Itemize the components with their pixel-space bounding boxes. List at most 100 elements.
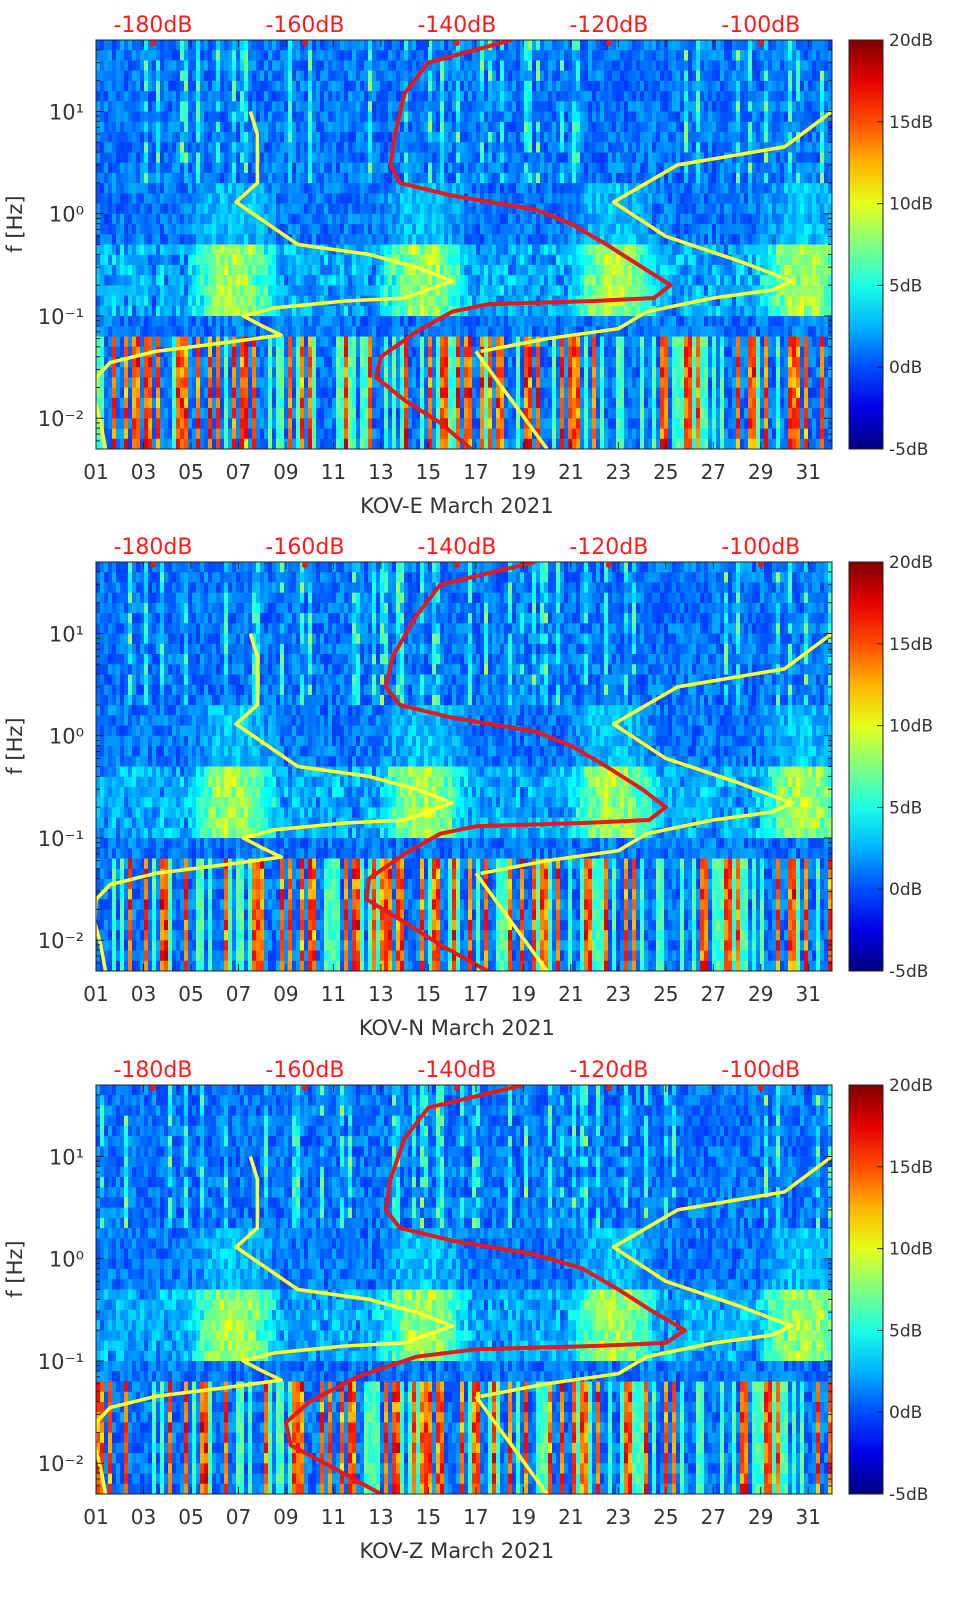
spectrogram-cell xyxy=(224,80,229,92)
spectrogram-cell xyxy=(292,254,297,266)
spectrogram-cell xyxy=(332,224,337,235)
spectrogram-cell xyxy=(328,254,333,266)
spectrogram-cell xyxy=(328,111,333,123)
spectrogram-cell xyxy=(216,152,221,164)
spectrogram-cell xyxy=(376,162,381,174)
spectrogram-cell xyxy=(472,336,477,348)
spectrogram-cell xyxy=(220,254,225,266)
spectrogram-cell xyxy=(372,152,377,164)
spectrogram-cell xyxy=(280,346,285,358)
spectrogram-cell xyxy=(348,234,353,246)
spectrogram-cell xyxy=(584,111,589,123)
spectrogram-cell xyxy=(416,101,421,113)
spectrogram-cell xyxy=(160,60,165,72)
spectrogram-cell xyxy=(408,295,413,307)
spectrogram-cell xyxy=(576,193,581,205)
spectrogram-cell xyxy=(184,356,189,368)
spectrogram-cell xyxy=(316,428,321,440)
spectrogram-cell xyxy=(456,336,461,348)
spectrogram-cell xyxy=(516,244,521,256)
spectrogram-cell xyxy=(264,254,269,266)
spectrogram-cell xyxy=(144,377,149,389)
spectrogram-cell xyxy=(404,132,409,143)
spectrogram-cell xyxy=(556,264,561,276)
spectrogram-cell xyxy=(468,418,473,430)
spectrogram-cell xyxy=(384,172,389,184)
spectrogram-cell xyxy=(144,142,149,154)
spectrogram-cell xyxy=(472,162,477,174)
spectrogram-cell xyxy=(456,234,461,246)
spectrogram-cell xyxy=(176,356,181,368)
spectrogram-cell xyxy=(380,408,385,419)
spectrogram-cell xyxy=(428,305,433,317)
spectrogram-cell xyxy=(348,428,353,440)
spectrogram-cell xyxy=(140,224,145,235)
spectrogram-cell xyxy=(416,60,421,72)
spectrogram-cell xyxy=(140,305,145,317)
spectrogram-cell xyxy=(500,254,505,266)
spectrogram-cell xyxy=(464,142,469,154)
spectrogram-cell xyxy=(448,397,453,409)
spectrogram-cell xyxy=(132,101,137,113)
spectrogram-cell xyxy=(156,121,161,133)
spectrogram-cell xyxy=(524,142,529,154)
spectrogram-cell xyxy=(560,111,565,123)
spectrogram-cell xyxy=(300,50,305,62)
spectrogram-cell xyxy=(188,172,193,184)
spectrogram-cell xyxy=(536,50,541,62)
spectrogram-cell xyxy=(268,408,273,419)
spectrogram-cell xyxy=(576,305,581,317)
spectrogram-cell xyxy=(560,132,565,143)
spectrogram-cell xyxy=(244,326,249,338)
spectrogram-cell xyxy=(444,183,449,194)
spectrogram-cell xyxy=(256,264,261,276)
spectrogram-cell xyxy=(492,397,497,409)
spectrogram-cell xyxy=(232,234,237,246)
spectrogram-cell xyxy=(136,428,141,440)
spectrogram-cell xyxy=(412,316,417,327)
spectrogram-cell xyxy=(252,183,257,194)
spectrogram-cell xyxy=(560,142,565,154)
spectrogram-cell xyxy=(572,224,577,235)
spectrogram-cell xyxy=(436,172,441,184)
spectrogram-cell xyxy=(96,275,101,286)
spectrogram-cell xyxy=(404,316,409,327)
spectrogram-cell xyxy=(200,305,205,317)
spectrogram-cell xyxy=(240,40,245,51)
spectrogram-cell xyxy=(220,213,225,225)
spectrogram-cell xyxy=(500,234,505,246)
spectrogram-cell xyxy=(532,367,537,379)
spectrogram-cell xyxy=(416,336,421,348)
spectrogram-cell xyxy=(476,162,481,174)
spectrogram-cell xyxy=(480,111,485,123)
spectrogram-cell xyxy=(156,213,161,225)
spectrogram-cell xyxy=(564,418,569,430)
spectrogram-cell xyxy=(424,213,429,225)
spectrogram-cell xyxy=(208,418,213,430)
spectrogram-cell xyxy=(588,397,593,409)
spectrogram-cell xyxy=(420,387,425,399)
spectrogram-cell xyxy=(552,101,557,113)
spectrogram-cell xyxy=(180,397,185,409)
spectrogram-cell xyxy=(340,40,345,51)
spectrogram-cell xyxy=(548,326,553,338)
spectrogram-cell xyxy=(568,132,573,143)
spectrogram-cell xyxy=(244,254,249,266)
spectrogram-cell xyxy=(244,356,249,368)
spectrogram-cell xyxy=(132,326,137,338)
spectrogram-cell xyxy=(144,234,149,246)
spectrogram-cell xyxy=(448,234,453,246)
spectrogram-cell xyxy=(480,305,485,317)
spectrogram-cell xyxy=(576,183,581,194)
spectrogram-cell xyxy=(412,275,417,286)
spectrogram-cell xyxy=(308,91,313,102)
spectrogram-cell xyxy=(256,316,261,327)
spectrogram-cell xyxy=(160,162,165,174)
spectrogram-cell xyxy=(228,132,233,143)
spectrogram-cell xyxy=(332,408,337,419)
spectrogram-cell xyxy=(128,152,133,164)
spectrogram-cell xyxy=(104,183,109,194)
spectrogram-cell xyxy=(500,336,505,348)
spectrogram-cell xyxy=(452,111,457,123)
spectrogram-cell xyxy=(200,387,205,399)
